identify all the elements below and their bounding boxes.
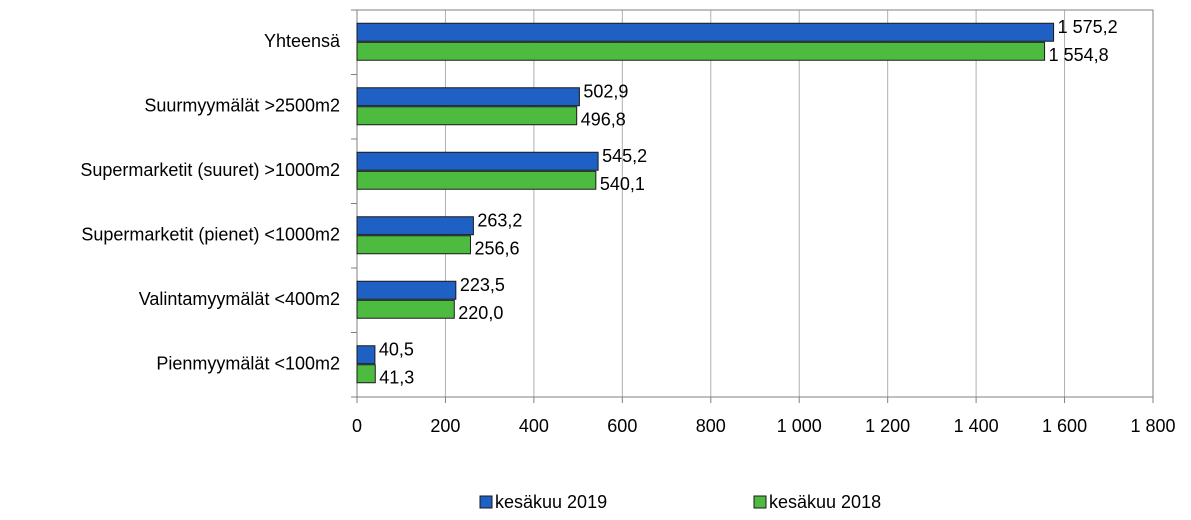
value-label: 1 575,2: [1058, 17, 1118, 37]
value-label: 40,5: [379, 340, 414, 360]
value-label: 263,2: [477, 211, 522, 231]
value-label: 223,5: [460, 275, 505, 295]
x-tick-label: 600: [607, 416, 637, 436]
bar: [356, 345, 376, 365]
y-tick-label: Pienmyymälät <100m2: [156, 354, 340, 374]
y-tick-label: Yhteensä: [264, 31, 341, 51]
bar: [356, 235, 471, 255]
y-tick-label: Supermarketit (pienet) <1000m2: [81, 225, 340, 245]
x-tick-label: 1 800: [1130, 416, 1175, 436]
value-label: 496,8: [581, 110, 626, 130]
legend-label: kesäkuu 2018: [769, 492, 881, 512]
bar: [356, 280, 457, 300]
value-label: 220,0: [458, 303, 503, 323]
value-label: 540,1: [600, 174, 645, 194]
bar: [356, 364, 376, 384]
value-label: 41,3: [379, 368, 414, 388]
plot-frame: [356, 9, 1154, 398]
x-tick-label: 1 600: [1042, 416, 1087, 436]
bar: [356, 87, 580, 107]
x-tick-label: 200: [430, 416, 460, 436]
value-label: 256,6: [474, 239, 519, 259]
bar: [356, 22, 1055, 42]
x-tick-label: 1 200: [865, 416, 910, 436]
legend-swatch: [753, 495, 767, 509]
bar: [356, 106, 578, 126]
bar: [356, 216, 474, 236]
y-tick-label: Supermarketit (suuret) >1000m2: [80, 160, 340, 180]
x-tick-label: 1 000: [777, 416, 822, 436]
y-tick-label: Valintamyymälät <400m2: [139, 289, 340, 309]
bar: [356, 41, 1046, 61]
legend-label: kesäkuu 2019: [495, 492, 607, 512]
value-label: 1 554,8: [1049, 45, 1109, 65]
bar: [356, 151, 599, 171]
value-label: 545,2: [602, 146, 647, 166]
bar: [356, 299, 455, 319]
value-label: 502,9: [583, 82, 628, 102]
bar: [356, 170, 597, 190]
x-tick-label: 1 400: [954, 416, 999, 436]
y-tick-label: Suurmyymälät >2500m2: [144, 96, 340, 116]
x-tick-label: 400: [519, 416, 549, 436]
x-tick-label: 0: [352, 416, 362, 436]
x-tick-label: 800: [696, 416, 726, 436]
legend-swatch: [479, 495, 493, 509]
